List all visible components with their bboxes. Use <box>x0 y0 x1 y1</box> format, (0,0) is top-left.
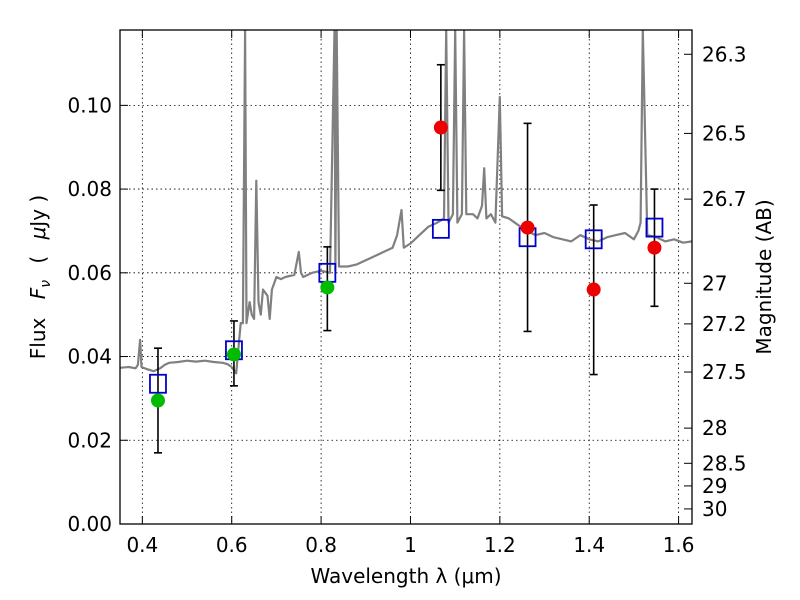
y-tick-label: 0.10 <box>67 93 112 117</box>
y-tick-label: 0.00 <box>67 512 112 536</box>
model-square-marker <box>149 373 167 394</box>
green-point <box>150 393 165 408</box>
model-square-marker <box>584 229 603 250</box>
y-tick-label: 0.04 <box>67 345 112 369</box>
x-tick-label: 0.4 <box>126 533 158 557</box>
mag-tick-label: 28 <box>702 416 727 440</box>
green-point <box>320 280 335 295</box>
y-label-symbol: F <box>26 287 50 299</box>
x-axis-label: Wavelength λ (μm) <box>310 564 501 588</box>
red-point <box>586 282 601 297</box>
x-tick-label: 1.2 <box>484 533 516 557</box>
red-point <box>520 220 535 235</box>
y-label-prefix: Flux <box>26 317 50 359</box>
x-tick-label: 1.6 <box>663 533 695 557</box>
y-label-paren: ( <box>26 256 50 264</box>
mag-tick-label: 29 <box>702 474 727 498</box>
mag-tick-label: 27.5 <box>702 360 747 384</box>
plot-frame <box>119 29 693 525</box>
x-tick-label: 1 <box>404 533 417 557</box>
x-tick-label: 1.4 <box>573 533 605 557</box>
red-point <box>647 240 662 255</box>
y-axis-left: 0.00 0.02 0.04 0.06 0.08 0.10 <box>67 93 128 536</box>
y-axis-right-label: Magnitude (AB) <box>752 199 776 354</box>
y-tick-label: 0.02 <box>67 428 112 452</box>
marker-layer <box>149 120 664 408</box>
mag-tick-label: 30 <box>702 497 727 521</box>
y-label-subscript: ν <box>38 280 54 288</box>
model-square-marker <box>431 218 450 239</box>
y-tick-label: 0.08 <box>67 177 112 201</box>
mag-tick-label: 26.7 <box>702 187 747 211</box>
y-tick-label: 0.06 <box>67 261 112 285</box>
x-axis: 0.4 0.6 0.8 1 1.2 1.4 1.6 <box>126 30 695 557</box>
mag-tick-label: 28.5 <box>702 451 747 475</box>
y-label-mu: μ <box>26 227 50 241</box>
mag-tick-label: 26.3 <box>702 42 747 66</box>
spectrum-line <box>120 30 692 375</box>
red-point <box>433 120 448 135</box>
x-tick-label: 0.8 <box>305 533 337 557</box>
plot-background <box>120 30 692 524</box>
mag-tick-label: 26.5 <box>702 121 747 145</box>
green-point <box>226 347 241 362</box>
y-label-units: Jy ) <box>26 195 50 229</box>
x-tick-label: 0.6 <box>216 533 248 557</box>
mag-tick-label: 27.2 <box>702 312 747 336</box>
mag-tick-label: 27 <box>702 271 727 295</box>
y-axis-label: Flux Fν ( μJy ) <box>26 195 55 359</box>
spectrum-layer <box>120 30 692 375</box>
model-square-marker <box>645 217 664 238</box>
